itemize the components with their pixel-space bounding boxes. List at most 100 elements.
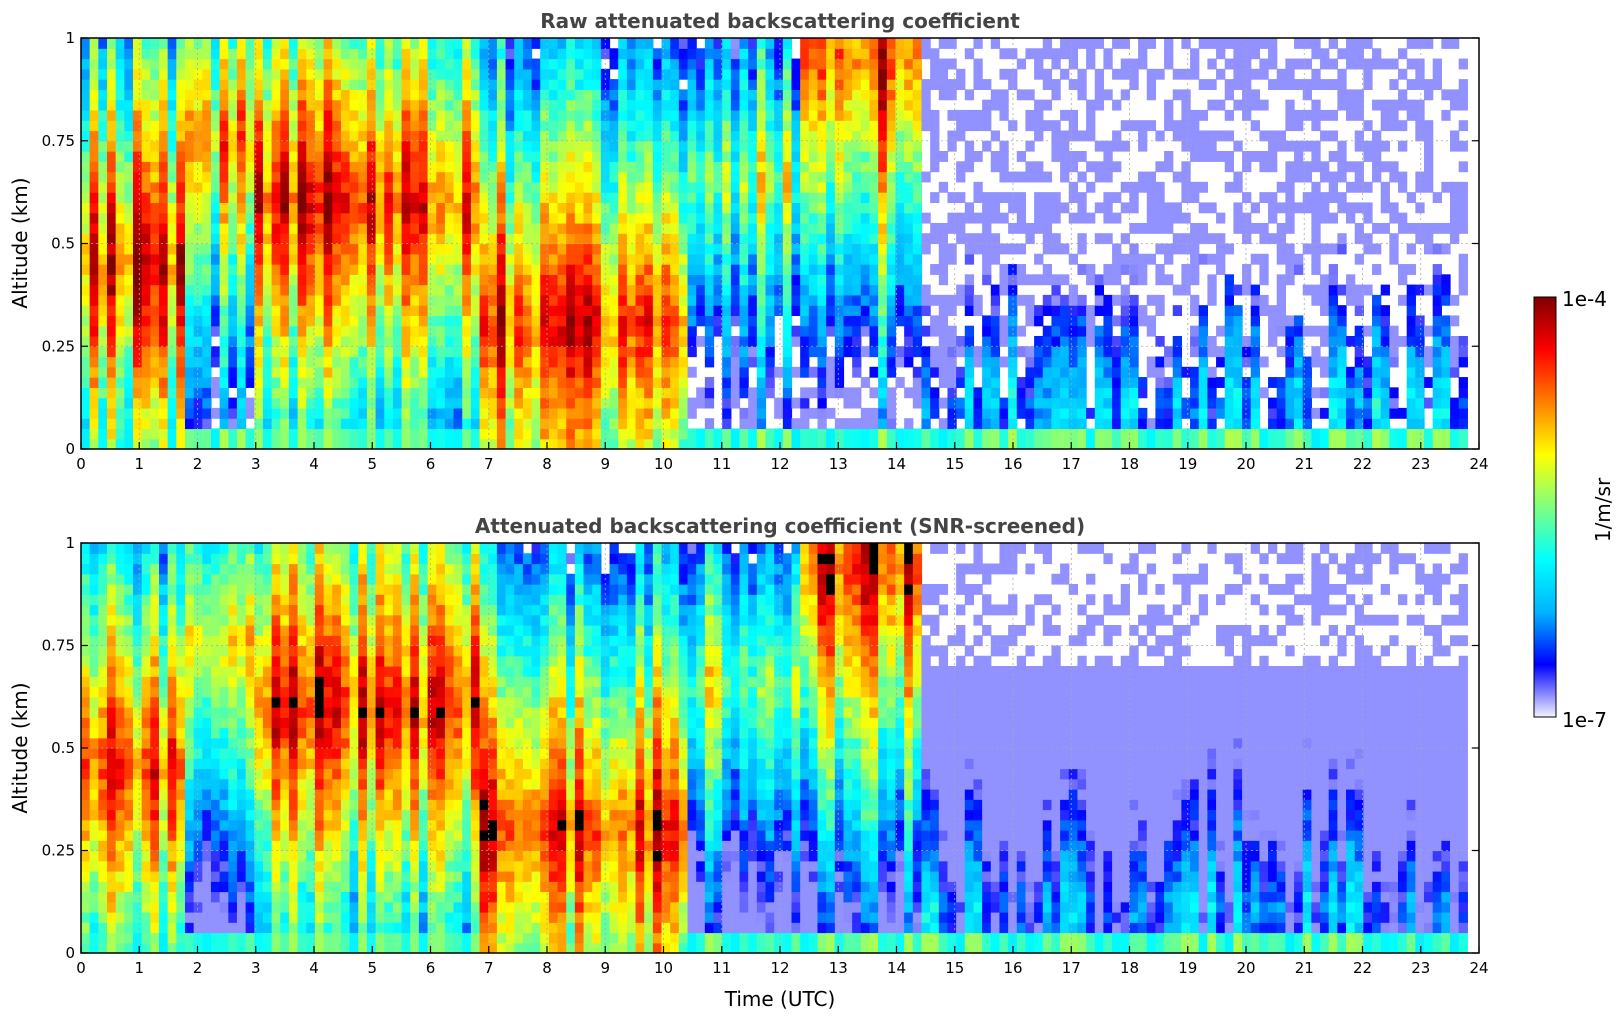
heatmap-cell <box>600 335 611 347</box>
heatmap-cell <box>158 48 169 60</box>
heatmap-cell <box>852 202 862 214</box>
heatmap-cell <box>297 171 307 183</box>
heatmap-cell <box>696 99 706 111</box>
heatmap-cell <box>1311 294 1321 306</box>
heatmap-cell <box>999 418 1009 430</box>
heatmap-cell <box>453 325 463 337</box>
heatmap-cell <box>1094 335 1105 347</box>
heatmap-cell <box>730 68 741 80</box>
heatmap-cell <box>843 109 853 121</box>
heatmap-cell <box>1129 397 1139 409</box>
heatmap-cell <box>990 325 1001 337</box>
heatmap-cell <box>1207 151 1217 162</box>
heatmap-cell <box>418 305 429 317</box>
heatmap-cell <box>375 335 385 347</box>
heatmap-cell <box>921 397 931 409</box>
heatmap-cell <box>141 181 151 193</box>
heatmap-cell <box>202 48 212 60</box>
heatmap-cell <box>384 120 394 132</box>
heatmap-cell <box>1103 151 1113 162</box>
heatmap-cell <box>938 68 949 80</box>
heatmap-cell <box>800 171 810 183</box>
heatmap-cell <box>557 274 567 286</box>
heatmap-cell <box>973 212 983 224</box>
heatmap-cell <box>774 38 784 49</box>
heatmap-cell <box>1190 243 1200 255</box>
heatmap-cell <box>1294 418 1304 430</box>
heatmap-cell <box>1294 325 1304 337</box>
heatmap-cell <box>297 99 307 111</box>
heatmap-cell <box>1068 38 1079 49</box>
heatmap-cell <box>1120 325 1131 337</box>
heatmap-cell <box>618 407 628 419</box>
heatmap-cell <box>358 315 368 327</box>
heatmap-cell <box>921 428 931 440</box>
heatmap-cell <box>1034 274 1044 286</box>
heatmap-cell <box>782 387 793 399</box>
heatmap-cell <box>583 346 593 358</box>
heatmap-cell <box>1051 243 1061 255</box>
heatmap-cell <box>314 79 325 90</box>
heatmap-cell <box>444 212 455 224</box>
heatmap-cell <box>89 438 99 449</box>
heatmap-cell <box>860 151 871 162</box>
heatmap-cell <box>964 109 975 121</box>
heatmap-cell <box>228 346 238 358</box>
heatmap-cell <box>479 212 489 224</box>
heatmap-cell <box>678 140 689 152</box>
heatmap-cell <box>1112 212 1122 224</box>
heatmap-cell <box>765 366 775 378</box>
heatmap-cell <box>1242 407 1252 419</box>
heatmap-cell <box>1042 325 1053 337</box>
heatmap-cell <box>384 38 394 49</box>
heatmap-cell <box>1129 58 1139 70</box>
heatmap-cell <box>1112 356 1122 368</box>
heatmap-cell <box>306 264 316 275</box>
heatmap-cell <box>184 253 195 265</box>
heatmap-cell <box>470 89 481 101</box>
heatmap-cell <box>1172 335 1183 347</box>
heatmap-cell <box>756 151 767 162</box>
heatmap-cell <box>878 294 888 306</box>
heatmap-cell <box>453 151 463 162</box>
heatmap-cell <box>1337 418 1347 430</box>
heatmap-cell <box>730 346 741 358</box>
heatmap-cell <box>167 202 177 214</box>
heatmap-cell <box>340 171 351 183</box>
heatmap-cell <box>1146 192 1157 204</box>
heatmap-cell <box>479 366 489 378</box>
heatmap-cell <box>1268 438 1278 449</box>
heatmap-cell <box>678 89 689 101</box>
heatmap-cell <box>670 274 680 286</box>
heatmap-cell <box>687 68 697 80</box>
heatmap-cell <box>358 68 368 80</box>
heatmap-cell <box>982 243 992 255</box>
heatmap-cell <box>1259 428 1269 440</box>
heatmap-cell <box>89 151 99 162</box>
heatmap-cell <box>670 202 680 214</box>
heatmap-cell <box>1155 192 1165 204</box>
heatmap-cell <box>332 325 342 337</box>
heatmap-cell <box>1068 284 1079 296</box>
heatmap-cell <box>401 356 411 368</box>
heatmap-cell <box>306 212 316 224</box>
heatmap-cell <box>488 99 498 111</box>
heatmap-cell <box>704 418 715 430</box>
heatmap-cell <box>401 387 411 399</box>
heatmap-cell <box>670 294 680 306</box>
heatmap-cell <box>982 428 992 440</box>
heatmap-cell <box>878 38 888 49</box>
heatmap-cell <box>843 418 853 430</box>
heatmap-cell <box>1242 79 1252 90</box>
heatmap-cell <box>540 68 550 80</box>
heatmap-cell <box>583 130 593 142</box>
heatmap-cell <box>418 171 429 183</box>
heatmap-cell <box>644 253 654 265</box>
heatmap-cell <box>349 130 359 142</box>
heatmap-cell <box>384 377 394 388</box>
heatmap-cell <box>418 120 429 132</box>
heatmap-cell <box>1268 377 1278 388</box>
heatmap-cell <box>514 233 524 245</box>
heatmap-cell <box>921 407 931 419</box>
heatmap-cell <box>964 243 975 255</box>
